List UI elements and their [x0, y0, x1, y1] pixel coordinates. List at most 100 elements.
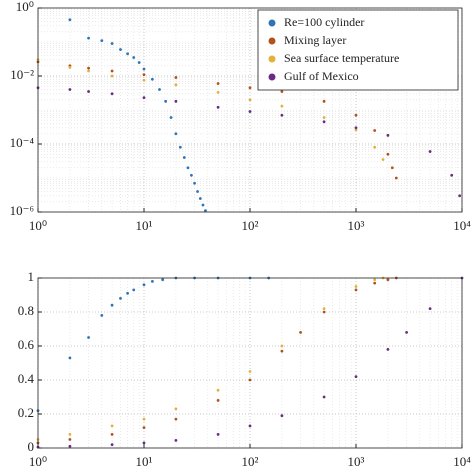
point — [280, 113, 284, 117]
point — [428, 150, 432, 153]
point — [216, 388, 220, 392]
point — [100, 39, 104, 42]
point — [174, 417, 178, 421]
point — [248, 86, 252, 90]
y-tick-label: 0.2 — [18, 405, 34, 420]
point — [142, 78, 146, 82]
point — [354, 126, 358, 130]
series — [36, 276, 271, 412]
point — [150, 77, 154, 81]
point — [142, 67, 146, 71]
point — [178, 145, 182, 149]
point — [354, 288, 358, 292]
point — [354, 375, 358, 378]
point — [142, 441, 146, 445]
point — [126, 52, 129, 56]
point — [169, 116, 173, 119]
y-tick-label: 0.6 — [18, 337, 35, 352]
point — [405, 331, 408, 334]
x-tick-label: 10¹ — [136, 454, 153, 469]
point — [193, 181, 196, 185]
point — [354, 113, 358, 117]
point — [322, 99, 326, 103]
x-tick-label: 10⁴ — [453, 218, 471, 233]
point — [198, 197, 202, 200]
point — [161, 278, 165, 282]
point — [110, 443, 114, 446]
legend-label: Re=100 cylinder — [284, 15, 364, 29]
point — [100, 314, 104, 317]
point — [87, 66, 90, 70]
point — [119, 48, 122, 51]
x-tick-label: 10⁰ — [29, 454, 47, 469]
y-tick-label: 1 — [28, 269, 35, 284]
point — [186, 166, 190, 170]
point — [322, 310, 326, 314]
point — [68, 438, 72, 441]
point — [216, 105, 220, 109]
legend-box — [257, 9, 459, 91]
point — [216, 399, 220, 402]
point — [322, 120, 326, 124]
point — [142, 426, 146, 429]
point — [119, 297, 122, 300]
point — [216, 90, 220, 94]
point — [137, 61, 141, 64]
series — [36, 86, 462, 198]
y-tick-label: 0.8 — [18, 303, 34, 318]
point — [110, 42, 114, 45]
legend-label: Sea surface temperature — [284, 51, 399, 65]
point — [189, 173, 193, 177]
point — [142, 96, 146, 100]
point — [110, 74, 114, 78]
x-tick-label: 10⁴ — [453, 454, 471, 469]
point — [458, 194, 462, 198]
point — [174, 438, 178, 442]
point — [248, 424, 252, 428]
point — [394, 176, 398, 180]
point — [248, 110, 252, 113]
series — [36, 60, 398, 180]
point — [280, 414, 284, 418]
series — [68, 18, 207, 212]
point — [174, 132, 178, 136]
point — [132, 56, 136, 59]
point — [204, 209, 207, 212]
point — [386, 133, 390, 137]
legend-marker — [268, 37, 276, 45]
point — [322, 116, 326, 119]
point — [110, 69, 114, 73]
point — [142, 73, 146, 76]
x-tick-label: 10³ — [348, 218, 365, 233]
x-tick-label: 10⁰ — [29, 218, 47, 233]
point — [373, 278, 377, 282]
point — [390, 166, 394, 170]
series — [36, 58, 385, 161]
x-tick-label: 10¹ — [136, 218, 153, 233]
y-tick-label: 0 — [28, 439, 35, 454]
point — [68, 18, 72, 22]
point — [150, 280, 154, 283]
point — [132, 288, 136, 292]
point — [280, 344, 284, 348]
point — [354, 285, 358, 288]
legend: Re=100 cylinder Mixing layer Sea surface t… — [257, 9, 459, 91]
point — [216, 82, 220, 85]
point — [87, 69, 90, 73]
point — [248, 378, 252, 382]
point — [280, 104, 284, 108]
series — [36, 276, 464, 449]
series — [36, 276, 398, 445]
point — [110, 303, 114, 307]
y-tick-label: 10⁰ — [16, 0, 34, 14]
point — [248, 370, 252, 373]
x-tick-label: 10² — [242, 454, 259, 469]
point — [68, 444, 72, 448]
point — [87, 36, 90, 40]
series — [36, 276, 385, 441]
y-tick-label: 10⁻⁴ — [10, 135, 35, 150]
legend-marker — [268, 19, 276, 27]
legend-label: Gulf of Mexico — [284, 69, 359, 83]
point — [386, 278, 390, 282]
point — [386, 152, 390, 156]
